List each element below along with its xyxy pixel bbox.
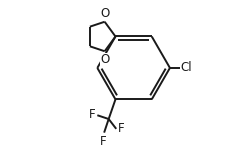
Text: O: O: [100, 53, 109, 66]
Text: Cl: Cl: [181, 61, 192, 74]
Text: F: F: [89, 108, 96, 121]
Text: F: F: [100, 135, 107, 148]
Text: O: O: [100, 7, 109, 20]
Text: F: F: [118, 122, 124, 135]
